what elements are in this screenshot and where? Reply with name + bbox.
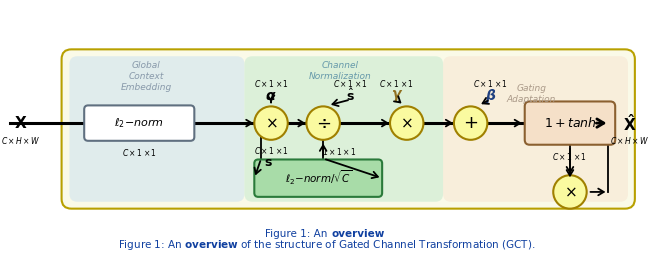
Text: $C\times 1\times 1$: $C\times 1\times 1$ xyxy=(552,151,588,162)
Ellipse shape xyxy=(306,106,340,140)
Text: $C\times 1\times 1$: $C\times 1\times 1$ xyxy=(379,78,415,89)
Text: $\mathbf{\hat{X}}$: $\mathbf{\hat{X}}$ xyxy=(623,113,637,134)
Text: $+$: $+$ xyxy=(463,114,478,132)
FancyBboxPatch shape xyxy=(244,56,443,202)
Text: $\times$: $\times$ xyxy=(264,116,278,131)
Text: $\boldsymbol{\beta}$: $\boldsymbol{\beta}$ xyxy=(485,87,496,104)
Text: Figure 1: An $\bf{overview}$ of the structure of Gated Channel Transformation (G: Figure 1: An $\bf{overview}$ of the stru… xyxy=(118,238,535,252)
Text: $\boldsymbol{\gamma}$: $\boldsymbol{\gamma}$ xyxy=(390,88,403,103)
Text: $1\times 1\times 1$: $1\times 1\times 1$ xyxy=(322,146,356,157)
Text: $C\times H\times W$: $C\times H\times W$ xyxy=(1,135,40,146)
Text: $\times$: $\times$ xyxy=(564,184,577,199)
Text: $1+\mathit{tanh}$: $1+\mathit{tanh}$ xyxy=(543,116,596,130)
Text: Figure 1: An: Figure 1: An xyxy=(265,229,331,239)
Text: $C\times 1\times 1$: $C\times 1\times 1$ xyxy=(333,78,368,89)
FancyBboxPatch shape xyxy=(69,56,244,202)
Ellipse shape xyxy=(454,106,487,140)
Text: $\hat{\mathbf{s}}$: $\hat{\mathbf{s}}$ xyxy=(346,87,355,104)
Text: $C\times H\times W$: $C\times H\times W$ xyxy=(610,135,650,146)
Text: $\mathbf{X}$: $\mathbf{X}$ xyxy=(14,115,27,131)
FancyBboxPatch shape xyxy=(525,101,615,145)
Text: $\ell_2\mathit{-norm}$: $\ell_2\mathit{-norm}$ xyxy=(114,116,164,130)
Ellipse shape xyxy=(553,175,586,209)
FancyBboxPatch shape xyxy=(61,49,635,209)
Text: $\div$: $\div$ xyxy=(315,114,330,132)
FancyBboxPatch shape xyxy=(443,56,628,202)
Text: overview: overview xyxy=(331,229,385,239)
FancyBboxPatch shape xyxy=(84,106,195,141)
Text: $C\times 1\times 1$: $C\times 1\times 1$ xyxy=(473,78,508,89)
Text: $\boldsymbol{\alpha}$: $\boldsymbol{\alpha}$ xyxy=(265,88,277,103)
Text: $\times$: $\times$ xyxy=(400,116,413,131)
Ellipse shape xyxy=(254,106,288,140)
Text: Global
Context
Embedding: Global Context Embedding xyxy=(121,61,172,92)
Text: $C\times 1\times 1$: $C\times 1\times 1$ xyxy=(253,145,289,156)
Text: $\ell_2\mathit{-norm}/\sqrt{C}$: $\ell_2\mathit{-norm}/\sqrt{C}$ xyxy=(285,169,352,187)
Text: $C\times 1\times 1$: $C\times 1\times 1$ xyxy=(253,78,289,89)
FancyBboxPatch shape xyxy=(254,159,382,197)
Text: Gating
Adaptation: Gating Adaptation xyxy=(507,84,556,104)
Text: $\mathbf{s}$: $\mathbf{s}$ xyxy=(264,156,272,169)
Ellipse shape xyxy=(390,106,423,140)
Text: $C\times 1\times 1$: $C\times 1\times 1$ xyxy=(121,147,157,158)
Text: Channel
Normalization: Channel Normalization xyxy=(308,61,372,81)
